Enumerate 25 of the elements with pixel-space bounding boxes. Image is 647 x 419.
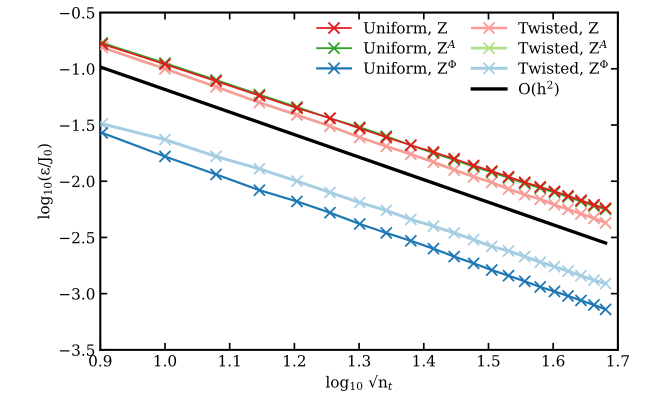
y-tick-label: −2.5 bbox=[60, 232, 94, 244]
y-axis-title: log$_{10}$(ε/J$_{0}$) bbox=[38, 144, 53, 220]
legend-label: Uniform, Z bbox=[364, 22, 448, 36]
legend-label: O(h$^{2}$) bbox=[518, 80, 559, 97]
x-tick-label: 1.7 bbox=[608, 354, 629, 367]
y-tick-label: −3.5 bbox=[60, 344, 94, 356]
legend-label: Uniform, Z$^{A}$ bbox=[364, 40, 455, 56]
legend-label: Twisted, Z bbox=[518, 22, 598, 36]
legend-label: Twisted, Z$^{Φ}$ bbox=[518, 60, 608, 76]
x-tick-label: 1.6 bbox=[542, 354, 564, 367]
x-tick-label: 0.9 bbox=[89, 354, 112, 367]
x-tick-label: 1.4 bbox=[414, 354, 436, 367]
x-tick-label: 1.0 bbox=[154, 354, 176, 367]
x-axis-title: log$_{10}$ √n$_{t}$ bbox=[326, 375, 392, 391]
y-tick-label: −3.0 bbox=[60, 288, 94, 300]
y-tick-label: −2.0 bbox=[60, 176, 94, 188]
x-tick-label: 1.2 bbox=[284, 354, 306, 367]
y-tick-label: −1.5 bbox=[60, 119, 94, 132]
legend-label: Twisted, Z$^{A}$ bbox=[518, 40, 607, 56]
y-tick-label: −1.0 bbox=[60, 63, 94, 75]
y-tick-label: −0.5 bbox=[60, 7, 94, 19]
x-tick-label: 1.3 bbox=[348, 354, 370, 367]
legend-label: Uniform, Z$^{Φ}$ bbox=[364, 60, 456, 76]
x-tick-label: 1.1 bbox=[219, 354, 240, 367]
x-tick-label: 1.5 bbox=[478, 354, 500, 367]
